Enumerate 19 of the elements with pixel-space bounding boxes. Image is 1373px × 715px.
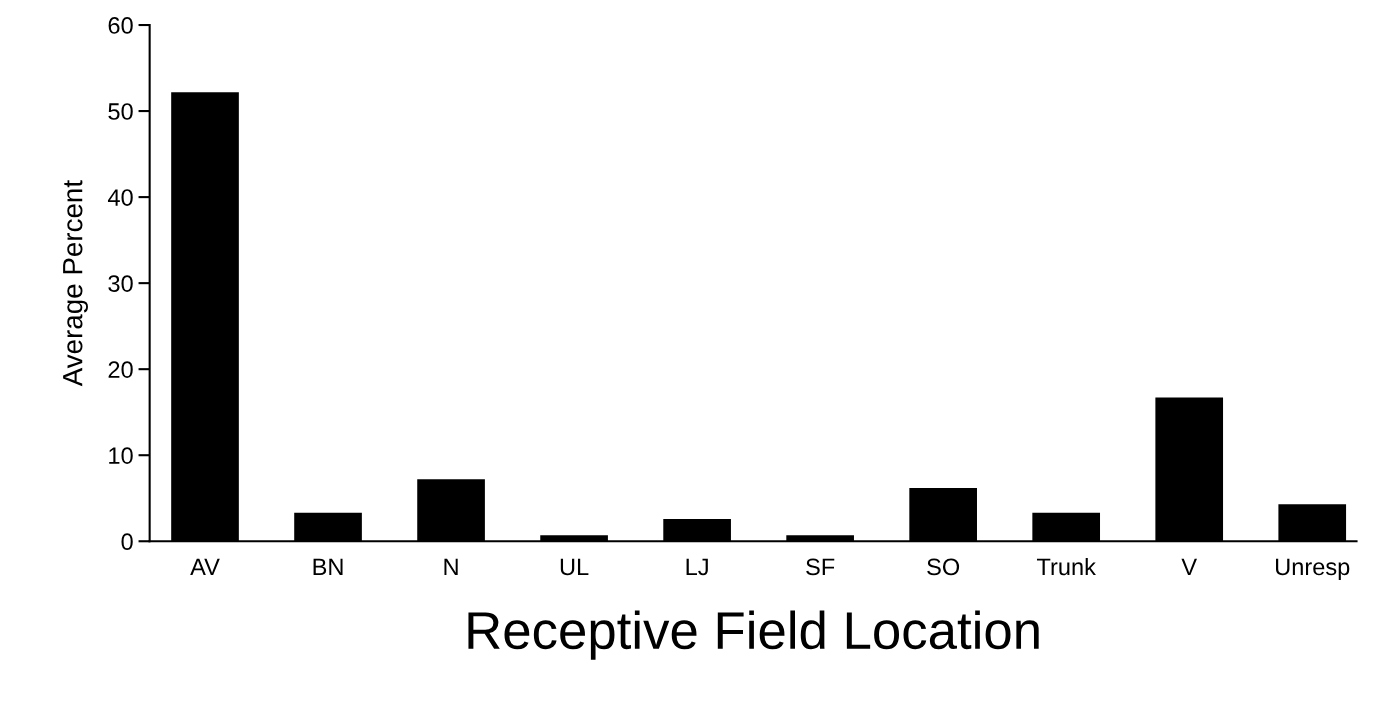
x-tick-label: LJ bbox=[686, 558, 708, 576]
x-tick-label: Unresp bbox=[1276, 558, 1350, 580]
y-tick-label: 50 bbox=[108, 103, 133, 120]
x-tick-label: Trunk bbox=[1036, 557, 1096, 576]
x-tick-label: UL bbox=[560, 558, 589, 576]
y-tick-label: 10 bbox=[109, 447, 133, 464]
y-tick-label: 60 bbox=[108, 17, 133, 34]
x-tick-label: SO bbox=[927, 558, 960, 576]
x-tick-label: N bbox=[444, 558, 458, 576]
y-tick-label: 30 bbox=[108, 275, 133, 292]
x-tick-label: V bbox=[1181, 558, 1197, 576]
x-tick-label: BN bbox=[313, 558, 343, 576]
y-axis-title: Average Percent bbox=[63, 180, 88, 387]
y-tick-label: 0 bbox=[121, 533, 133, 551]
x-tick-label: SF bbox=[806, 558, 835, 576]
x-axis-title: Receptive Field Location bbox=[468, 610, 1039, 660]
y-tick-label: 20 bbox=[108, 361, 133, 378]
y-tick-label: 40 bbox=[107, 189, 133, 206]
x-tick-label: AV bbox=[190, 558, 220, 576]
